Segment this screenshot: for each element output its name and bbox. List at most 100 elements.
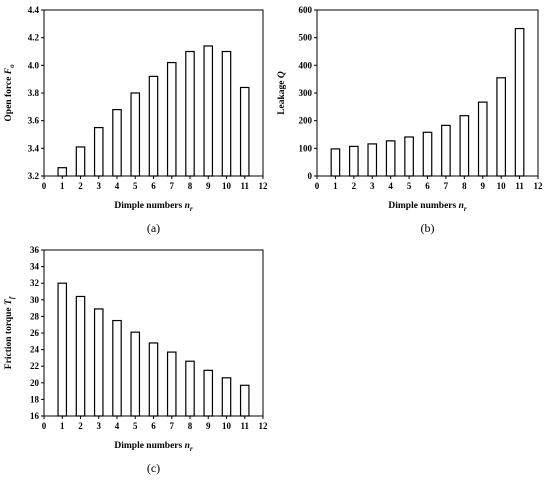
bar-7 bbox=[441, 124, 451, 177]
x-tick-label: 11 bbox=[515, 181, 524, 191]
chart-panel-c: 0 1 2 3 4 5 6 7 8 9 10 11 121618202224262830323436Di… bbox=[4, 245, 268, 475]
y-tick-label: 22 bbox=[30, 361, 40, 371]
y-tick-label: 3.8 bbox=[28, 88, 40, 98]
bar-3 bbox=[93, 308, 104, 417]
y-tick-label: 28 bbox=[30, 311, 40, 321]
bar-8 bbox=[185, 50, 195, 177]
y-axis-label: Leakage Q bbox=[277, 71, 287, 115]
y-tick-label: 4.4 bbox=[28, 5, 40, 15]
y-tick-label: 4.2 bbox=[28, 33, 40, 43]
x-tick-label: 7 bbox=[170, 421, 175, 431]
x-tick-label: 9 bbox=[206, 421, 211, 431]
x-tick-label: 3 bbox=[97, 181, 102, 191]
bar-8 bbox=[185, 360, 195, 417]
y-tick-label: 34 bbox=[30, 262, 40, 272]
y-tick-label: 20 bbox=[30, 378, 40, 388]
bar-3 bbox=[367, 143, 378, 177]
bar-11 bbox=[239, 86, 250, 177]
bar-9 bbox=[203, 369, 214, 417]
panel-caption: (b) bbox=[421, 221, 435, 235]
x-tick-label: 0 bbox=[315, 181, 320, 191]
bar-1 bbox=[330, 148, 341, 177]
y-tick-label: 600 bbox=[299, 5, 313, 15]
y-axis-label: Open force Fo bbox=[4, 64, 16, 122]
x-tick-label: 7 bbox=[170, 181, 175, 191]
y-tick-label: 300 bbox=[299, 88, 313, 98]
bar-9 bbox=[203, 45, 214, 177]
x-tick-label: 7 bbox=[444, 181, 449, 191]
bar-7 bbox=[166, 61, 177, 177]
x-tick-label: 11 bbox=[240, 181, 249, 191]
bar-2 bbox=[75, 146, 86, 177]
bar-6 bbox=[148, 75, 159, 177]
x-tick-label: 5 bbox=[133, 181, 138, 191]
x-tick-label: 4 bbox=[388, 181, 393, 191]
x-tick-label: 11 bbox=[240, 421, 249, 431]
y-tick-label: 100 bbox=[299, 143, 313, 153]
x-tick-label: 2 bbox=[78, 181, 83, 191]
x-tick-label: 0 bbox=[42, 181, 47, 191]
x-tick-label: 12 bbox=[259, 181, 269, 191]
x-tick-label: 9 bbox=[481, 181, 486, 191]
x-tick-label: 1 bbox=[60, 181, 65, 191]
y-tick-label: 26 bbox=[30, 328, 40, 338]
x-tick-label: 6 bbox=[151, 181, 156, 191]
y-tick-label: 3.2 bbox=[28, 171, 40, 181]
x-tick-label: 12 bbox=[259, 421, 269, 431]
bar-10 bbox=[496, 77, 507, 177]
bar-5 bbox=[130, 92, 141, 177]
bar-10 bbox=[221, 377, 232, 417]
x-tick-label: 10 bbox=[497, 181, 507, 191]
x-tick-label: 3 bbox=[370, 181, 375, 191]
bar-2 bbox=[75, 295, 86, 417]
y-tick-label: 18 bbox=[30, 394, 40, 404]
x-tick-label: 0 bbox=[42, 421, 47, 431]
x-tick-label: 2 bbox=[78, 421, 83, 431]
y-tick-label: 36 bbox=[30, 245, 40, 255]
chart-panel-b: 0 1 2 3 4 5 6 7 8 9 10 11 120100200300400500600Dimpl… bbox=[277, 5, 543, 235]
x-tick-label: 1 bbox=[333, 181, 338, 191]
chart-panel-a: 0 1 2 3 4 5 6 7 8 9 10 11 123.23.43.63.84.04.24.4Dim… bbox=[4, 5, 268, 235]
bar-11 bbox=[514, 27, 525, 177]
x-tick-label: 5 bbox=[407, 181, 412, 191]
x-tick-label: 8 bbox=[188, 181, 193, 191]
bar-2 bbox=[348, 145, 359, 177]
x-tick-label: 4 bbox=[115, 421, 120, 431]
x-tick-label: 10 bbox=[222, 421, 232, 431]
x-tick-label: 10 bbox=[222, 181, 232, 191]
y-tick-label: 3.6 bbox=[28, 116, 40, 126]
y-tick-label: 3.4 bbox=[28, 143, 40, 153]
x-tick-label: 3 bbox=[97, 421, 102, 431]
y-tick-label: 500 bbox=[299, 33, 313, 43]
bar-5 bbox=[404, 136, 414, 177]
x-axis-label: Dimple numbers nr bbox=[114, 201, 193, 213]
x-axis-label: Dimple numbers nr bbox=[114, 441, 193, 453]
x-tick-label: 9 bbox=[206, 181, 211, 191]
bar-4 bbox=[385, 140, 396, 177]
x-tick-label: 6 bbox=[151, 421, 156, 431]
y-tick-label: 24 bbox=[30, 345, 40, 355]
x-tick-label: 8 bbox=[462, 181, 467, 191]
x-tick-label: 8 bbox=[188, 421, 193, 431]
y-tick-label: 4.0 bbox=[28, 60, 40, 70]
y-tick-label: 0 bbox=[308, 171, 313, 181]
bar-3 bbox=[93, 126, 104, 177]
bar-4 bbox=[112, 108, 122, 177]
y-tick-label: 400 bbox=[299, 60, 313, 70]
y-tick-label: 200 bbox=[299, 116, 313, 126]
bar-1 bbox=[57, 282, 68, 417]
x-tick-label: 6 bbox=[425, 181, 430, 191]
x-tick-label: 4 bbox=[115, 181, 120, 191]
y-axis-label: Friction torque Tf bbox=[4, 296, 16, 369]
bar-6 bbox=[422, 131, 433, 177]
x-tick-label: 2 bbox=[352, 181, 357, 191]
bar-10 bbox=[221, 50, 232, 177]
y-tick-label: 30 bbox=[30, 295, 40, 305]
bar-7 bbox=[166, 351, 177, 417]
x-axis-label: Dimple numbers nr bbox=[388, 201, 467, 213]
bar-1 bbox=[57, 167, 68, 177]
bar-4 bbox=[112, 319, 122, 417]
x-tick-label: 5 bbox=[133, 421, 138, 431]
panel-caption: (a) bbox=[147, 221, 160, 235]
